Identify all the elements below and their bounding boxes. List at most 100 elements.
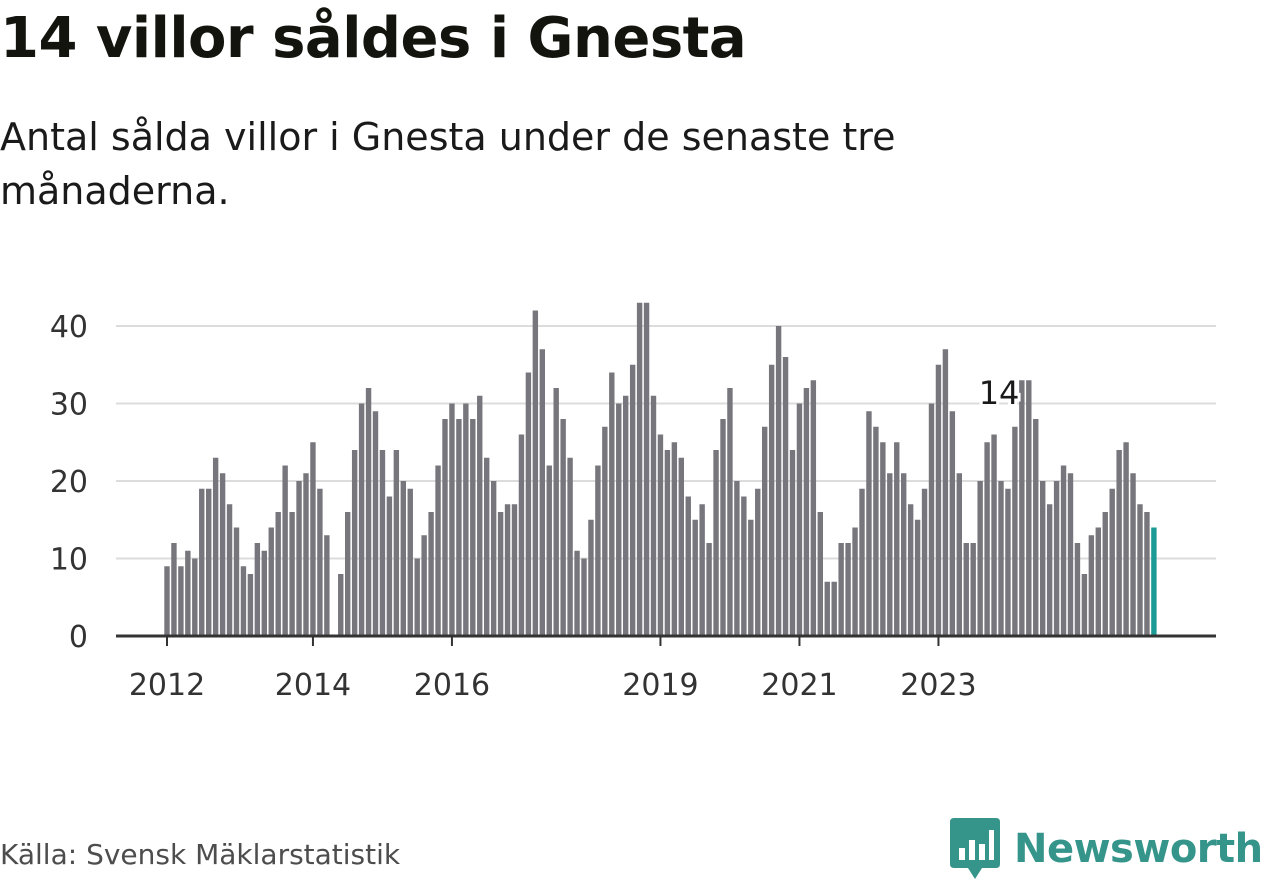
bar (372, 411, 379, 636)
bar (734, 481, 740, 636)
bar (456, 419, 462, 636)
bar (901, 473, 907, 636)
x-tick-label: 2016 (414, 668, 490, 703)
bar (678, 457, 684, 636)
bar (1060, 465, 1067, 636)
bar (504, 504, 511, 636)
bar (998, 481, 1004, 636)
bar (1026, 380, 1032, 636)
bar (386, 496, 393, 636)
bar (629, 364, 636, 636)
bar (449, 403, 455, 636)
bar (866, 411, 872, 636)
bar (748, 519, 754, 636)
bar (206, 488, 212, 636)
bar (497, 512, 504, 636)
bar (539, 349, 545, 636)
bar (484, 457, 490, 636)
source-credit: Källa: Svensk Mäklarstatistik (0, 838, 401, 871)
bar (907, 504, 914, 636)
bar (643, 302, 650, 636)
bar (240, 566, 247, 636)
bar (1067, 473, 1074, 636)
bar (623, 395, 629, 636)
bar (1033, 419, 1039, 636)
bar (254, 543, 261, 636)
annotation: 14 (976, 371, 1023, 415)
bar (351, 450, 358, 636)
bar (796, 403, 803, 636)
bar (991, 434, 997, 636)
bar (1095, 527, 1101, 636)
bar (421, 535, 427, 636)
bar (317, 488, 323, 636)
bar (365, 388, 372, 636)
axes (116, 634, 1216, 646)
bar (567, 457, 573, 636)
bar (1102, 512, 1108, 636)
bar (192, 558, 198, 636)
bar (414, 558, 420, 636)
bar (164, 566, 170, 636)
bar (1123, 442, 1129, 636)
bar (1046, 504, 1053, 636)
bar (782, 357, 789, 636)
bar (400, 481, 406, 636)
bar (727, 388, 733, 636)
bar (775, 326, 782, 636)
bar (560, 419, 566, 636)
bar (525, 372, 532, 636)
bar (803, 388, 810, 636)
bar (768, 364, 775, 636)
bar (490, 481, 497, 636)
bar (838, 543, 844, 636)
bar (532, 310, 539, 636)
brand-logo[interactable]: Newsworthy (950, 818, 1262, 880)
bar (1116, 450, 1122, 636)
bar (657, 434, 664, 636)
bar (956, 473, 962, 636)
bar-highlight (1151, 527, 1157, 636)
bar (817, 512, 823, 636)
bar (588, 519, 594, 636)
bar (171, 543, 177, 636)
bar (921, 488, 928, 636)
bar (935, 364, 942, 636)
bar (664, 450, 671, 636)
bar (261, 550, 267, 636)
bar (685, 496, 691, 636)
x-tick-label: 2012 (129, 668, 205, 703)
bar (345, 512, 351, 636)
bar-series (164, 302, 1157, 636)
bar (810, 380, 817, 636)
tick-labels: 0 10 20 30 40 2012 2014 2016 2019 2021 2023 (50, 310, 977, 703)
bar (442, 419, 448, 636)
bar (518, 434, 525, 636)
bar (1074, 543, 1081, 636)
bar (831, 581, 837, 636)
bar (977, 481, 983, 636)
bar (185, 550, 191, 636)
x-tick-label: 2014 (275, 668, 351, 703)
bar (741, 496, 747, 636)
bar (873, 426, 879, 636)
bar (845, 543, 851, 636)
bar (636, 302, 643, 636)
y-tick-label: 30 (50, 388, 88, 423)
bar (1012, 426, 1018, 636)
bar (1040, 481, 1046, 636)
bar (199, 488, 205, 636)
bar (581, 558, 587, 636)
bar (1088, 535, 1095, 636)
bar (470, 419, 476, 636)
bar (296, 481, 302, 636)
bar (699, 504, 705, 636)
bar (268, 527, 274, 636)
bar (178, 566, 184, 636)
bar (574, 550, 580, 636)
bar (212, 457, 219, 636)
x-tick-label: 2021 (761, 668, 837, 703)
bar (616, 403, 622, 636)
bar (713, 450, 719, 636)
